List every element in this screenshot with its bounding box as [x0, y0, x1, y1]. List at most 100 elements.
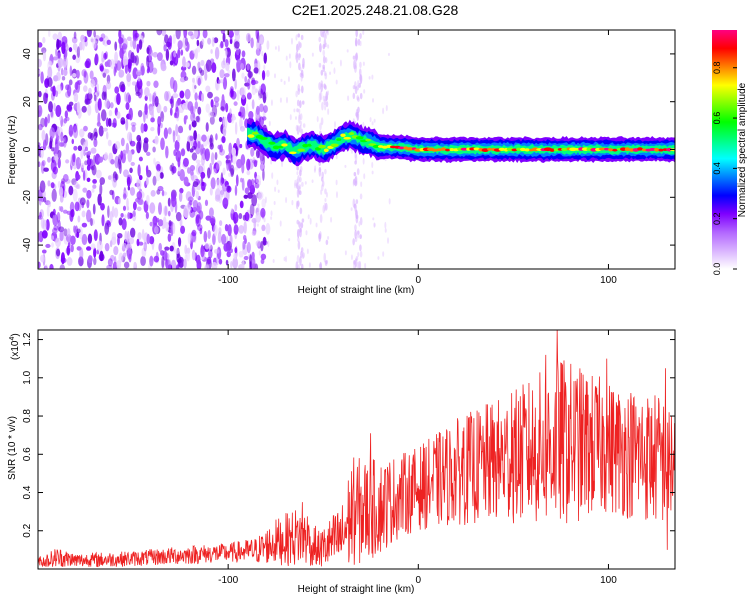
noise-speckle: [176, 134, 181, 143]
noise-speckle: [63, 118, 68, 124]
noise-speckle: [227, 30, 234, 38]
noise-speckle: [359, 73, 363, 84]
noise-speckle: [221, 60, 226, 69]
noise-speckle: [46, 205, 50, 217]
noise-speckle: [301, 100, 305, 105]
noise-speckle: [152, 215, 158, 226]
noise-speckle: [229, 234, 233, 247]
noise-speckle: [200, 59, 205, 67]
noise-speckle: [124, 230, 128, 243]
noise-speckle: [222, 76, 228, 90]
y-tick-label: 0: [22, 146, 33, 152]
signal-hotspot: [281, 143, 288, 147]
noise-speckle: [164, 246, 170, 251]
noise-speckle: [117, 232, 123, 239]
noise-speckle: [191, 145, 196, 151]
noise-speckle: [219, 220, 223, 227]
noise-speckle: [66, 84, 72, 97]
noise-speckle: [203, 230, 208, 243]
noise-speckle: [195, 190, 200, 199]
noise-speckle: [52, 56, 59, 61]
noise-speckle: [45, 93, 49, 99]
noise-speckle: [68, 124, 74, 137]
noise-speckle: [55, 104, 62, 117]
noise-speckle: [356, 95, 360, 101]
noise-speckle: [77, 215, 81, 223]
noise-speckle: [120, 212, 124, 218]
noise-speckle: [99, 250, 104, 262]
noise-speckle: [319, 261, 323, 269]
noise-speckle: [78, 41, 83, 51]
noise-speckle: [354, 208, 358, 216]
noise-speckle: [211, 62, 217, 74]
signal-hotspot: [405, 147, 415, 151]
noise-speckle: [174, 248, 180, 254]
snr-x-label: Height of straight line (km): [298, 584, 415, 595]
noise-speckle: [297, 185, 301, 195]
noise-speckle: [90, 147, 97, 154]
noise-speckle: [62, 69, 68, 77]
noise-speckle: [149, 106, 154, 116]
noise-speckle: [234, 78, 237, 90]
noise-speckle: [92, 203, 96, 215]
noise-speckle: [124, 64, 128, 74]
noise-speckle: [138, 156, 143, 162]
noise-speckle: [231, 68, 236, 82]
noise-speckle: [104, 61, 109, 67]
snr-series-line: [38, 330, 675, 568]
noise-speckle: [56, 71, 61, 81]
noise-speckle: [68, 79, 73, 86]
noise-speckle: [208, 207, 214, 218]
noise-speckle: [169, 98, 173, 105]
noise-speckle: [107, 175, 112, 180]
noise-speckle: [228, 172, 232, 177]
noise-speckle: [186, 167, 191, 174]
noise-speckle: [208, 110, 215, 118]
noise-speckle: [259, 103, 264, 113]
signal-hotspot: [598, 147, 607, 151]
noise-speckle: [247, 180, 253, 191]
noise-speckle: [79, 197, 86, 206]
noise-speckle: [200, 69, 205, 76]
noise-speckle: [285, 255, 288, 263]
noise-speckle: [83, 70, 87, 78]
noise-speckle: [197, 106, 202, 115]
noise-speckle: [123, 169, 129, 178]
noise-speckle: [158, 242, 163, 252]
signal-hotspot: [654, 147, 660, 152]
noise-speckle: [42, 139, 47, 151]
noise-speckle: [109, 58, 115, 70]
noise-speckle: [324, 72, 328, 80]
noise-speckle: [231, 147, 237, 157]
noise-speckle: [93, 94, 97, 102]
noise-speckle: [235, 46, 240, 56]
noise-speckle: [81, 105, 87, 113]
noise-speckle: [183, 76, 189, 81]
noise-speckle: [59, 264, 66, 269]
colorbar-tick-label: 0.6: [712, 112, 722, 125]
noise-speckle: [298, 113, 301, 120]
noise-speckle: [320, 83, 324, 93]
x-tick-label: 100: [600, 575, 617, 586]
noise-speckle: [301, 218, 305, 223]
noise-speckle: [352, 55, 356, 60]
noise-speckle: [137, 164, 141, 177]
noise-speckle: [107, 139, 112, 147]
noise-speckle: [86, 164, 91, 171]
noise-speckle: [241, 177, 245, 191]
noise-speckle: [255, 47, 261, 56]
noise-speckle: [230, 208, 234, 214]
noise-speckle: [48, 60, 52, 66]
noise-speckle: [129, 227, 136, 238]
spectrogram-y-label: Frequency (Hz): [7, 116, 18, 185]
noise-speckle: [152, 51, 158, 58]
noise-speckle: [354, 61, 358, 70]
noise-speckle: [189, 199, 193, 206]
noise-speckle: [57, 157, 61, 169]
noise-speckle: [81, 233, 88, 246]
noise-speckle: [81, 39, 85, 51]
noise-speckle: [184, 244, 188, 255]
noise-speckle: [144, 103, 148, 116]
noise-speckle: [279, 220, 282, 227]
noise-speckle: [192, 80, 196, 94]
